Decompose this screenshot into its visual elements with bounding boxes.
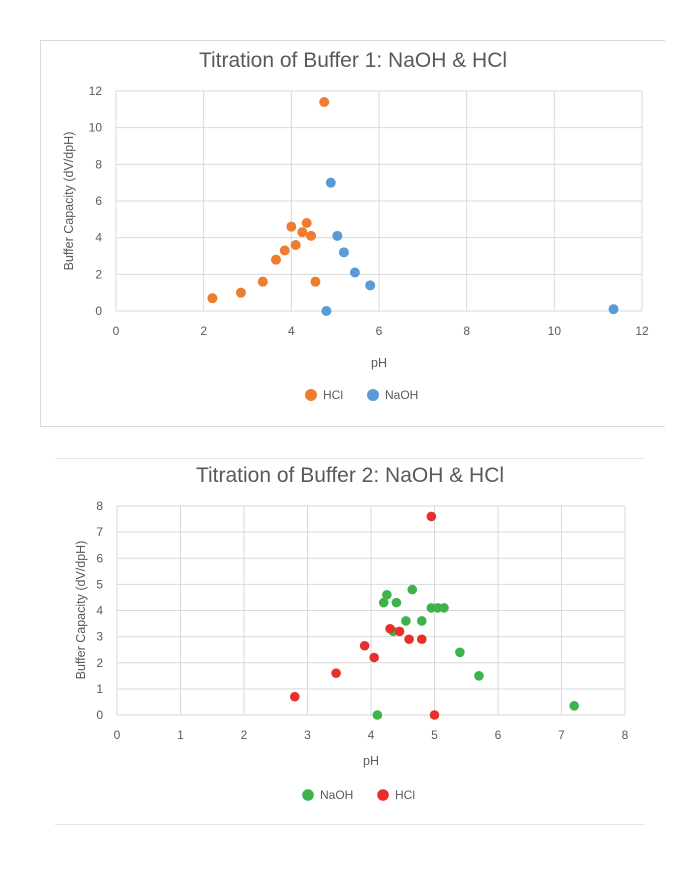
chart-2-x-tick-label: 5 [431,728,438,742]
chart-1-x-tick-label: 8 [463,324,470,338]
chart-1-x-tick-label: 10 [548,324,562,338]
chart-2-point-naoh [455,647,465,658]
chart-2-y-tick-label: 5 [96,577,103,591]
chart-2-x-tick-label: 4 [368,728,375,742]
chart-1-x-tick-label: 12 [635,324,649,338]
chart-1-point-naoh [321,306,332,316]
chart-2-point-naoh [569,701,579,711]
chart-1-y-tick-label: 8 [95,157,102,171]
chart-1-point-naoh [338,247,349,258]
chart-2-x-tick-label: 7 [558,728,565,742]
chart-2-point-naoh [474,671,484,681]
chart-2-point-naoh [417,616,427,626]
chart-2-x-axis-title: pH [363,754,379,768]
chart-2-point-hcl [417,634,427,645]
chart-1-point-hcl [319,97,330,107]
chart-1-legend-label-naoh: NaOH [385,388,418,402]
chart-1-title: Titration of Buffer 1: NaOH & HCl [199,49,507,72]
chart-1-x-axis-title: pH [371,356,387,370]
chart-2-title: Titration of Buffer 2: NaOH & HCl [196,464,504,487]
chart-1-point-hcl [297,227,308,238]
chart-2-x-tick-label: 1 [177,728,184,742]
chart-1-point-naoh [349,267,360,278]
chart-2-y-tick-label: 0 [96,708,103,722]
chart-1-point-naoh [608,304,619,315]
chart-2-point-naoh [378,597,389,608]
chart-2-x-tick-label: 8 [622,728,629,742]
chart-1-legend-marker-hcl [305,389,317,401]
chart-2-x-tick-label: 0 [114,728,121,742]
chart-1-point-naoh [325,177,336,188]
chart-1-x-tick-label: 6 [376,324,383,338]
chart-1-y-tick-label: 4 [95,231,102,245]
chart-1-point-hcl [290,240,301,250]
chart-2-x-tick-label: 6 [495,728,502,742]
chart-2-point-naoh [401,616,411,626]
chart-1-y-tick-label: 12 [89,84,103,98]
chart-2-x-tick-label: 2 [241,728,248,742]
chart-buffer-1: Titration of Buffer 1: NaOH & HCl 0 2 4 6 8 10… [40,40,665,427]
chart-buffer-2: Titration of Buffer 2: NaOH & HCl 0 1 2 3 4 5 6… [55,458,645,825]
chart-1-x-tick-label: 2 [200,324,207,338]
chart-2-legend-label-naoh: NaOH [320,788,353,802]
chart-1-point-hcl [257,276,268,287]
chart-2-y-tick-label: 4 [96,604,103,618]
chart-1-point-hcl [270,254,281,265]
chart-1-svg: Titration of Buffer 1: NaOH & HCl 0 2 4 6 8 10… [62,49,649,402]
chart-1-y-tick-label: 10 [89,121,103,135]
chart-2-y-tick-label: 2 [96,656,103,670]
chart-2-point-hcl [404,634,414,645]
chart-1-point-hcl [310,276,321,287]
chart-1-legend-label-hcl: HCl [323,388,343,402]
chart-2-y-axis-title: Buffer Capacity (dV/dpH) [74,541,88,680]
chart-2-point-hcl [394,626,405,637]
chart-2-point-hcl [429,710,440,720]
chart-2-point-hcl [369,652,379,663]
chart-1-point-hcl [207,293,218,304]
chart-2-legend-marker-hcl [377,789,389,801]
chart-2-y-tick-label: 7 [96,525,103,539]
chart-1-point-naoh [332,230,343,241]
chart-2-point-hcl [290,691,300,702]
chart-2-x-tick-label: 3 [304,728,311,742]
chart-1-x-tick-label: 0 [113,324,120,338]
chart-1-x-tick-label: 4 [288,324,295,338]
chart-2-point-hcl [426,511,437,522]
chart-2-y-tick-label: 1 [96,682,103,696]
chart-2-point-naoh [439,603,449,613]
chart-2-point-hcl [359,640,370,651]
chart-1-point-hcl [306,230,317,241]
chart-2-point-hcl [331,668,341,678]
chart-2-point-naoh [372,710,383,720]
chart-1-y-tick-label: 6 [95,194,102,208]
chart-2-legend-marker-naoh [302,789,314,801]
chart-2-svg: Titration of Buffer 2: NaOH & HCl 0 1 2 3 4 5 6… [74,464,629,802]
chart-2-y-tick-label: 8 [96,499,103,513]
chart-1-point-naoh [365,280,376,291]
chart-2-y-tick-label: 6 [96,551,103,565]
chart-1-point-hcl [235,287,246,298]
chart-1-point-hcl [286,221,297,232]
chart-1-legend-marker-naoh [367,389,379,401]
chart-1-y-tick-label: 2 [95,267,102,281]
chart-1-point-hcl [279,245,290,256]
chart-2-point-naoh [391,597,402,608]
chart-2-point-naoh [407,584,418,595]
chart-2-y-tick-label: 3 [96,630,103,644]
chart-1-y-axis-title: Buffer Capacity (dV/dpH) [62,132,76,271]
chart-1-y-tick-label: 0 [95,304,102,318]
chart-1-point-hcl [301,218,312,228]
chart-2-point-hcl [385,623,395,634]
chart-2-point-naoh [382,590,392,600]
chart-2-legend-label-hcl: HCl [395,788,415,802]
